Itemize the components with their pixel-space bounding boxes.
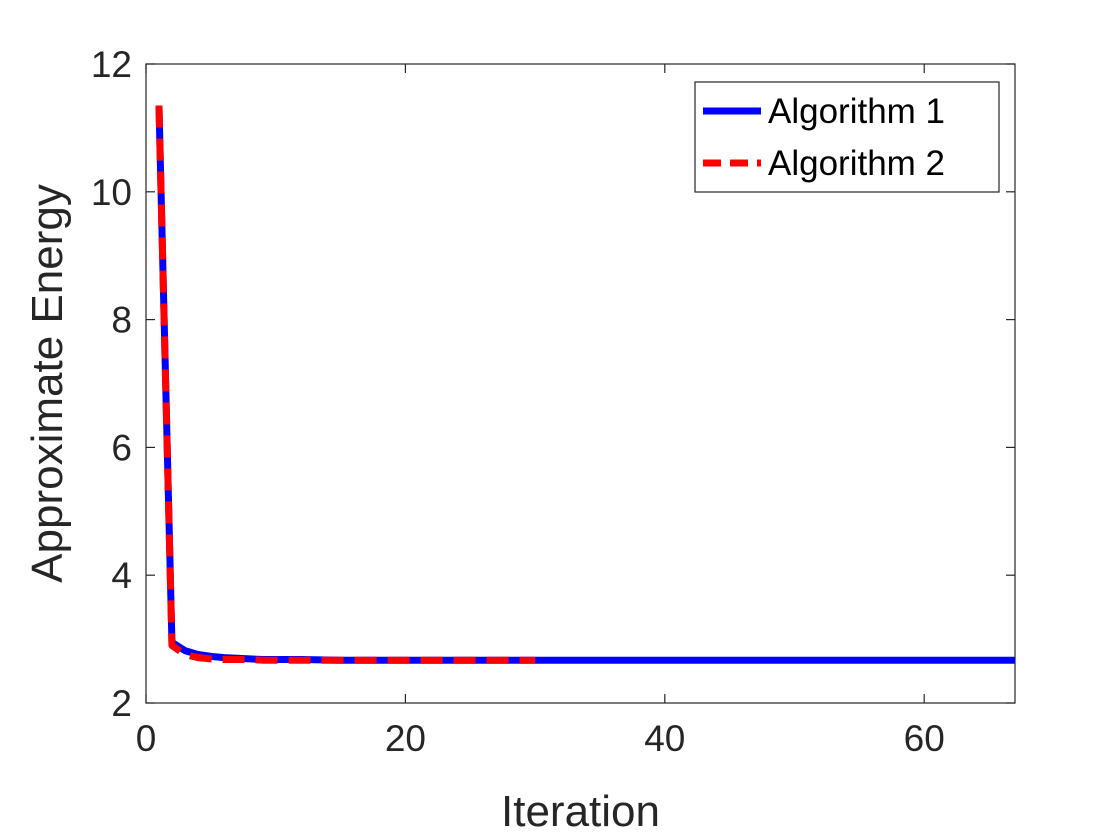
y-tick-label: 2 [111,683,132,724]
legend-label-2: Algorithm 2 [768,144,945,183]
x-tick-label: 0 [136,718,157,759]
x-tick-label: 20 [385,718,426,759]
x-axis-label: Iteration [501,787,660,836]
y-tick-label: 6 [111,427,132,468]
x-tick-label: 60 [904,718,945,759]
legend-box [694,81,1000,193]
x-tick-label: 40 [644,718,685,759]
y-tick-label: 8 [111,300,132,341]
y-tick-label: 10 [91,172,132,213]
y-axis-label: Approximate Energy [23,184,72,583]
legend-label-1: Algorithm 1 [768,92,945,131]
legend: Algorithm 1 Algorithm 2 [694,81,1000,193]
ticks-layer: 0 20 40 60 2 4 6 8 10 12 [91,44,1015,759]
series-layer [155,105,1015,664]
y-tick-label: 4 [111,555,132,596]
y-tick-label: 12 [91,44,132,85]
